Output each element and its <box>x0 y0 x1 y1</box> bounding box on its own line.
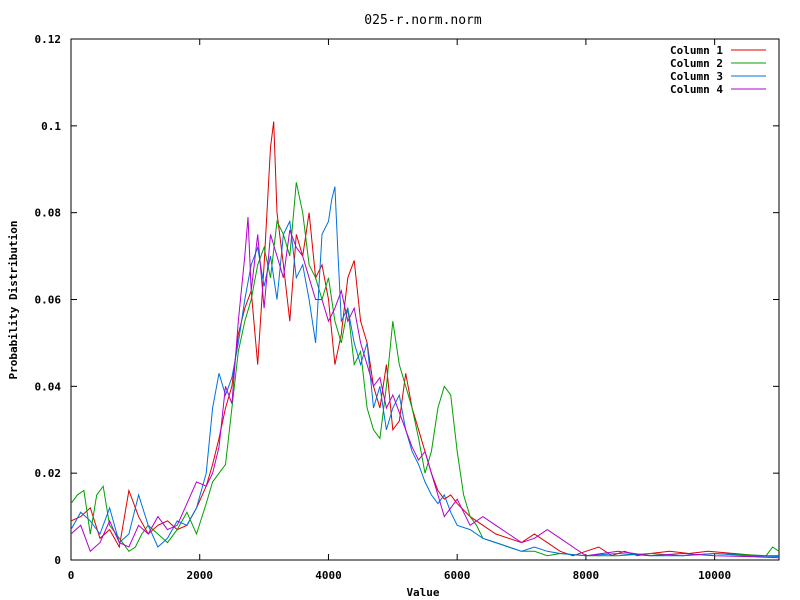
x-tick-label: 6000 <box>444 569 471 582</box>
series-line-1 <box>70 121 779 557</box>
y-tick-label: 0.08 <box>35 207 62 220</box>
x-tick-label: 4000 <box>315 569 342 582</box>
x-tick-label: 10000 <box>698 569 731 582</box>
series-line-3 <box>70 186 780 557</box>
legend-label-2: Column 2 <box>670 57 723 70</box>
x-axis-label: Value <box>406 586 439 599</box>
y-axis-label: Probability Distribution <box>7 221 20 380</box>
legend-label-4: Column 4 <box>670 83 723 96</box>
x-tick-label: 2000 <box>186 569 213 582</box>
axis-ticks: 0 2000 4000 6000 8000 10000 0 0.02 0.04 0.06 0.08 0… <box>35 33 779 582</box>
legend-label-1: Column 1 <box>670 44 723 57</box>
x-tick-label: 8000 <box>573 569 600 582</box>
chart-title: 025-r.norm.norm <box>364 13 482 28</box>
x-tick-label: 0 <box>68 569 75 582</box>
y-tick-label: 0.1 <box>41 120 61 133</box>
y-tick-label: 0.12 <box>35 33 62 46</box>
y-tick-label: 0.06 <box>35 294 62 307</box>
y-tick-label: 0 <box>54 554 61 567</box>
series-line-4 <box>70 216 780 559</box>
y-tick-label: 0.02 <box>35 467 62 480</box>
series-line-2 <box>70 182 780 557</box>
legend-label-3: Column 3 <box>670 70 723 83</box>
series-lines <box>70 121 780 559</box>
y-tick-label: 0.04 <box>35 380 62 393</box>
